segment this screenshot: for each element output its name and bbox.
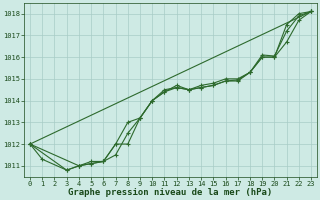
X-axis label: Graphe pression niveau de la mer (hPa): Graphe pression niveau de la mer (hPa) bbox=[68, 188, 273, 197]
